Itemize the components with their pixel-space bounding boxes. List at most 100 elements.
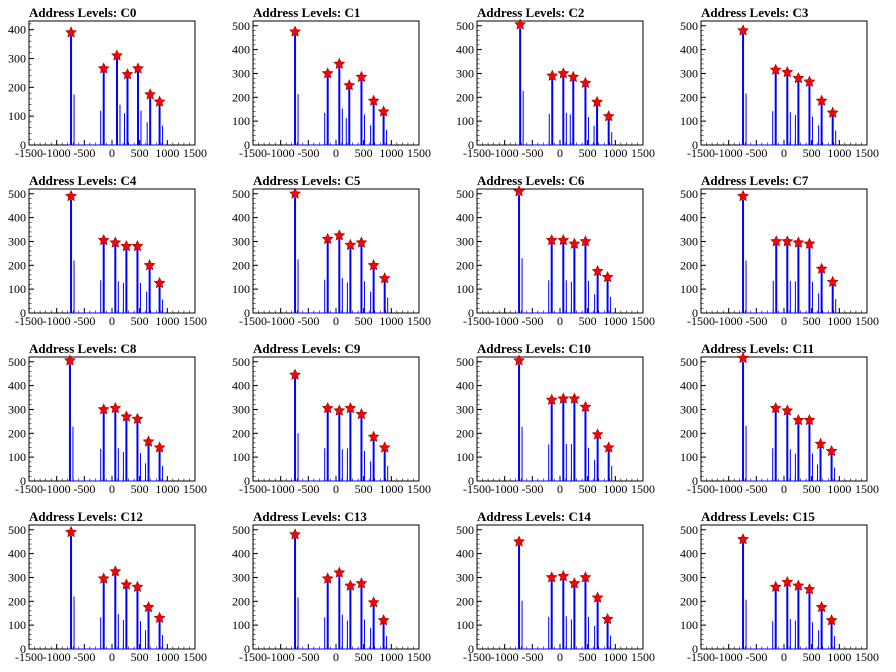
- chart-title: Address Levels: C10: [477, 341, 591, 356]
- peak-marker: [111, 49, 123, 61]
- x-tick-label: -1000: [267, 314, 295, 328]
- y-tick-label: 500: [8, 355, 26, 369]
- y-tick-label: 0: [20, 474, 26, 488]
- peak-marker: [367, 596, 380, 608]
- chart-title: Address Levels: C5: [253, 173, 361, 188]
- y-tick-label: 200: [232, 594, 250, 608]
- peak-marker: [378, 441, 391, 453]
- y-tick-label: 0: [244, 306, 250, 320]
- peak-marker: [568, 237, 581, 249]
- y-tick-label: 200: [680, 258, 698, 272]
- y-tick-label: 200: [232, 258, 250, 272]
- y-tick-label: 500: [680, 187, 698, 201]
- x-tick-label: -1000: [43, 482, 71, 496]
- peak-marker: [109, 565, 122, 577]
- y-tick-label: 0: [244, 474, 250, 488]
- x-tick-label: -500: [521, 146, 543, 160]
- peak-marker: [557, 67, 570, 79]
- peak-marker: [289, 528, 301, 540]
- x-tick-label: 1500: [407, 482, 431, 496]
- y-tick-label: 0: [20, 138, 26, 152]
- peak-marker: [289, 368, 301, 380]
- panel-7: Address Levels: C70100200300400500-1500-…: [680, 173, 879, 328]
- chart-title: Address Levels: C4: [29, 173, 137, 188]
- x-tick-label: 500: [355, 482, 373, 496]
- y-tick-label: 300: [680, 402, 698, 416]
- chart-title: Address Levels: C2: [477, 5, 584, 20]
- y-tick-label: 100: [232, 114, 250, 128]
- y-tick-label: 200: [680, 594, 698, 608]
- y-tick-label: 200: [456, 594, 474, 608]
- peak-marker: [344, 402, 357, 414]
- peak-marker: [591, 95, 603, 108]
- peak-marker: [97, 234, 110, 246]
- peak-marker: [120, 239, 133, 252]
- y-tick-label: 300: [8, 402, 26, 416]
- peak-marker: [769, 580, 782, 593]
- peak-marker: [144, 88, 157, 100]
- y-tick-label: 300: [8, 234, 26, 248]
- peak-marker: [770, 235, 783, 247]
- y-tick-label: 0: [20, 642, 26, 656]
- peak-marker: [153, 441, 166, 453]
- chart-title: Address Levels: C1: [253, 5, 360, 20]
- peak-marker: [355, 577, 368, 589]
- peak-marker: [769, 63, 782, 75]
- x-tick-label: -500: [745, 314, 767, 328]
- peak-marker: [579, 235, 592, 247]
- plot-frame: [252, 20, 420, 146]
- y-tick-label: 300: [456, 570, 474, 584]
- peak-marker: [579, 76, 592, 89]
- y-tick-label: 500: [456, 355, 474, 369]
- y-tick-label: 100: [680, 450, 698, 464]
- peak-marker: [769, 402, 782, 414]
- y-tick-label: 300: [232, 234, 250, 248]
- peak-marker: [153, 276, 166, 289]
- y-tick-label: 400: [8, 547, 26, 561]
- y-tick-label: 200: [232, 426, 250, 440]
- panel-6: Address Levels: C60100200300400500-1500-…: [456, 173, 655, 328]
- x-tick-label: -1000: [43, 146, 71, 160]
- peak-marker: [803, 75, 816, 87]
- x-tick-label: -500: [297, 650, 319, 664]
- y-tick-label: 300: [232, 66, 250, 80]
- peak-marker: [65, 26, 77, 38]
- x-tick-label: -500: [297, 314, 319, 328]
- panel-13: Address Levels: C13 0 100 200 300 400 500 -1500…: [232, 509, 431, 664]
- peak-marker: [355, 407, 368, 420]
- y-tick-label: 500: [456, 187, 474, 201]
- x-tick-label: 500: [579, 314, 597, 328]
- x-tick-label: 0: [333, 650, 339, 664]
- x-tick-label: 500: [579, 146, 597, 160]
- plot-frame: [476, 188, 644, 314]
- x-tick-label: 1000: [379, 650, 403, 664]
- peak-marker: [568, 577, 581, 589]
- chart-title: Address Levels: C6: [477, 173, 585, 188]
- peak-marker: [142, 435, 155, 447]
- peak-marker: [792, 236, 805, 248]
- peak-marker: [355, 70, 368, 83]
- x-tick-label: 500: [131, 314, 149, 328]
- x-tick-label: -1500: [687, 146, 715, 160]
- y-tick-label: 400: [8, 379, 26, 393]
- x-tick-label: 1000: [155, 650, 179, 664]
- plot-frame: [252, 356, 420, 482]
- peak-marker: [591, 428, 604, 440]
- y-tick-label: 0: [692, 306, 698, 320]
- peak-marker: [343, 79, 356, 91]
- peak-marker: [737, 24, 749, 36]
- panel-12: Address Levels: C12 0 100 200 300 400 500 -1500…: [8, 509, 207, 664]
- x-tick-label: 0: [781, 482, 787, 496]
- x-tick-label: 1500: [855, 482, 879, 496]
- y-tick-label: 200: [456, 90, 474, 104]
- x-tick-label: 500: [803, 650, 821, 664]
- y-tick-label: 100: [232, 450, 250, 464]
- peak-marker: [557, 234, 570, 246]
- x-tick-label: 1500: [631, 146, 655, 160]
- peak-marker: [792, 71, 805, 84]
- x-tick-label: 0: [557, 482, 563, 496]
- y-tick-label: 300: [8, 570, 26, 584]
- y-tick-label: 100: [8, 450, 26, 464]
- peak-marker: [132, 62, 144, 74]
